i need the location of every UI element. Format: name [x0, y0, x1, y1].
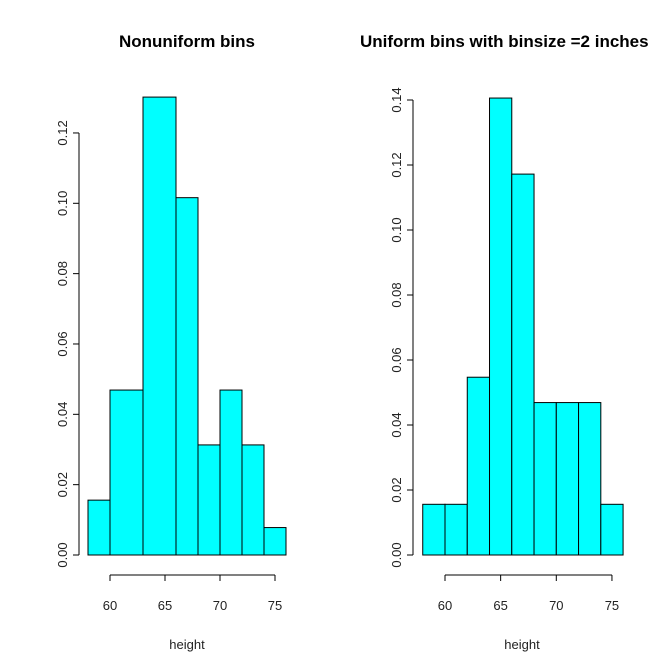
- nonuniform-histogram-panel: Nonuniform bins height 60 65 70 75 0.00 0.02 0…: [55, 32, 287, 652]
- chart-title: Nonuniform bins: [119, 32, 255, 51]
- y-tick-label: 0.06: [389, 347, 404, 372]
- histogram-bar: [175, 197, 199, 556]
- uniform-histogram-panel: Uniform bins with binsize =2 inches heig…: [360, 32, 649, 652]
- x-tick-label: 75: [268, 598, 282, 613]
- histogram-bar: [109, 389, 144, 556]
- y-tick-label: 0.08: [389, 282, 404, 307]
- y-tick-label: 0.02: [389, 477, 404, 502]
- x-tick-label: 65: [493, 598, 507, 613]
- y-tick-label: 0.06: [55, 331, 70, 356]
- y-tick-label: 0.14: [389, 87, 404, 112]
- y-tick-label: 0.10: [55, 191, 70, 216]
- y-tick-label: 0.12: [389, 152, 404, 177]
- x-tick-label: 70: [549, 598, 563, 613]
- x-tick-label: 60: [438, 598, 452, 613]
- histogram-bar: [466, 376, 491, 556]
- x-axis-label: height: [169, 637, 205, 652]
- histogram-bar: [87, 499, 111, 556]
- histogram-bar: [600, 503, 624, 556]
- histogram-bar: [241, 444, 265, 556]
- x-tick-label: 60: [103, 598, 117, 613]
- histogram-bar: [533, 402, 557, 556]
- y-tick-label: 0.12: [55, 120, 70, 145]
- histogram-bar: [444, 503, 468, 556]
- x-tick-label: 70: [213, 598, 227, 613]
- histogram-bar: [555, 402, 580, 556]
- histogram-bar: [578, 402, 602, 556]
- chart-title: Uniform bins with binsize =2 inches: [360, 32, 649, 51]
- y-tick-label: 0.10: [389, 217, 404, 242]
- y-tick-label: 0.00: [55, 542, 70, 567]
- y-tick-label: 0.04: [55, 402, 70, 427]
- histogram-bar: [219, 389, 243, 556]
- y-tick-label: 0.08: [55, 261, 70, 286]
- histogram-bar: [489, 97, 513, 556]
- histogram-bar: [422, 503, 446, 556]
- histogram-bar: [197, 444, 221, 556]
- x-tick-label: 65: [158, 598, 172, 613]
- y-tick-label: 0.00: [389, 542, 404, 567]
- histogram-bar: [142, 96, 177, 556]
- y-tick-label: 0.02: [55, 472, 70, 497]
- x-tick-label: 75: [605, 598, 619, 613]
- y-tick-label: 0.04: [389, 412, 404, 437]
- x-axis-label: height: [504, 637, 540, 652]
- histogram-bar: [511, 173, 535, 556]
- histogram-bar: [263, 527, 287, 556]
